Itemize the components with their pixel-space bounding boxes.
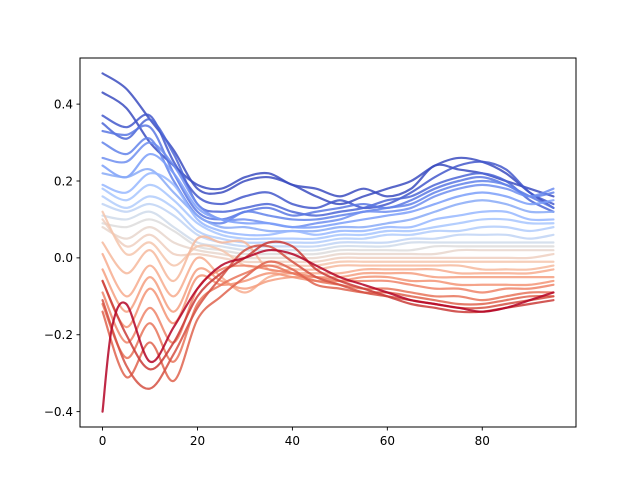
y-axis: −0.4 −0.2 0.0 0.2 0.4 — [44, 97, 80, 419]
series-line-6 — [101, 141, 555, 229]
x-tick-label: 20 — [190, 434, 205, 448]
x-tick-label: 60 — [380, 434, 395, 448]
series-layer — [101, 72, 555, 413]
series-line-2 — [101, 113, 555, 210]
series-line-12 — [101, 202, 555, 248]
series-line-5 — [101, 136, 555, 225]
series-line-8 — [101, 167, 555, 233]
series-line-20 — [101, 267, 555, 313]
series-line-24 — [101, 260, 555, 382]
series-line-11 — [101, 195, 555, 244]
series-line-17 — [101, 210, 555, 268]
series-line-15 — [101, 226, 555, 260]
y-tick-label: 0.2 — [54, 174, 73, 188]
x-tick-label: 0 — [99, 434, 107, 448]
series-line-25 — [101, 244, 555, 390]
x-tick-label: 80 — [475, 434, 490, 448]
series-line-27 — [101, 248, 555, 413]
series-line-3 — [101, 118, 555, 217]
y-tick-label: 0.0 — [54, 251, 73, 265]
series-line-19 — [101, 252, 555, 298]
y-tick-label: −0.4 — [44, 405, 73, 419]
series-line-7 — [101, 152, 555, 229]
series-line-9 — [101, 172, 555, 237]
series-line-23 — [101, 264, 555, 363]
series-line-10 — [101, 183, 555, 241]
y-tick-label: −0.2 — [44, 328, 73, 342]
series-line-16 — [101, 218, 555, 264]
x-tick-label: 40 — [285, 434, 300, 448]
y-tick-label: 0.4 — [54, 97, 73, 111]
plot-frame — [79, 57, 577, 428]
series-line-18 — [101, 235, 555, 283]
x-axis: 0 20 40 60 80 — [99, 427, 490, 448]
series-line-14 — [101, 218, 555, 256]
series-line-13 — [101, 210, 555, 252]
